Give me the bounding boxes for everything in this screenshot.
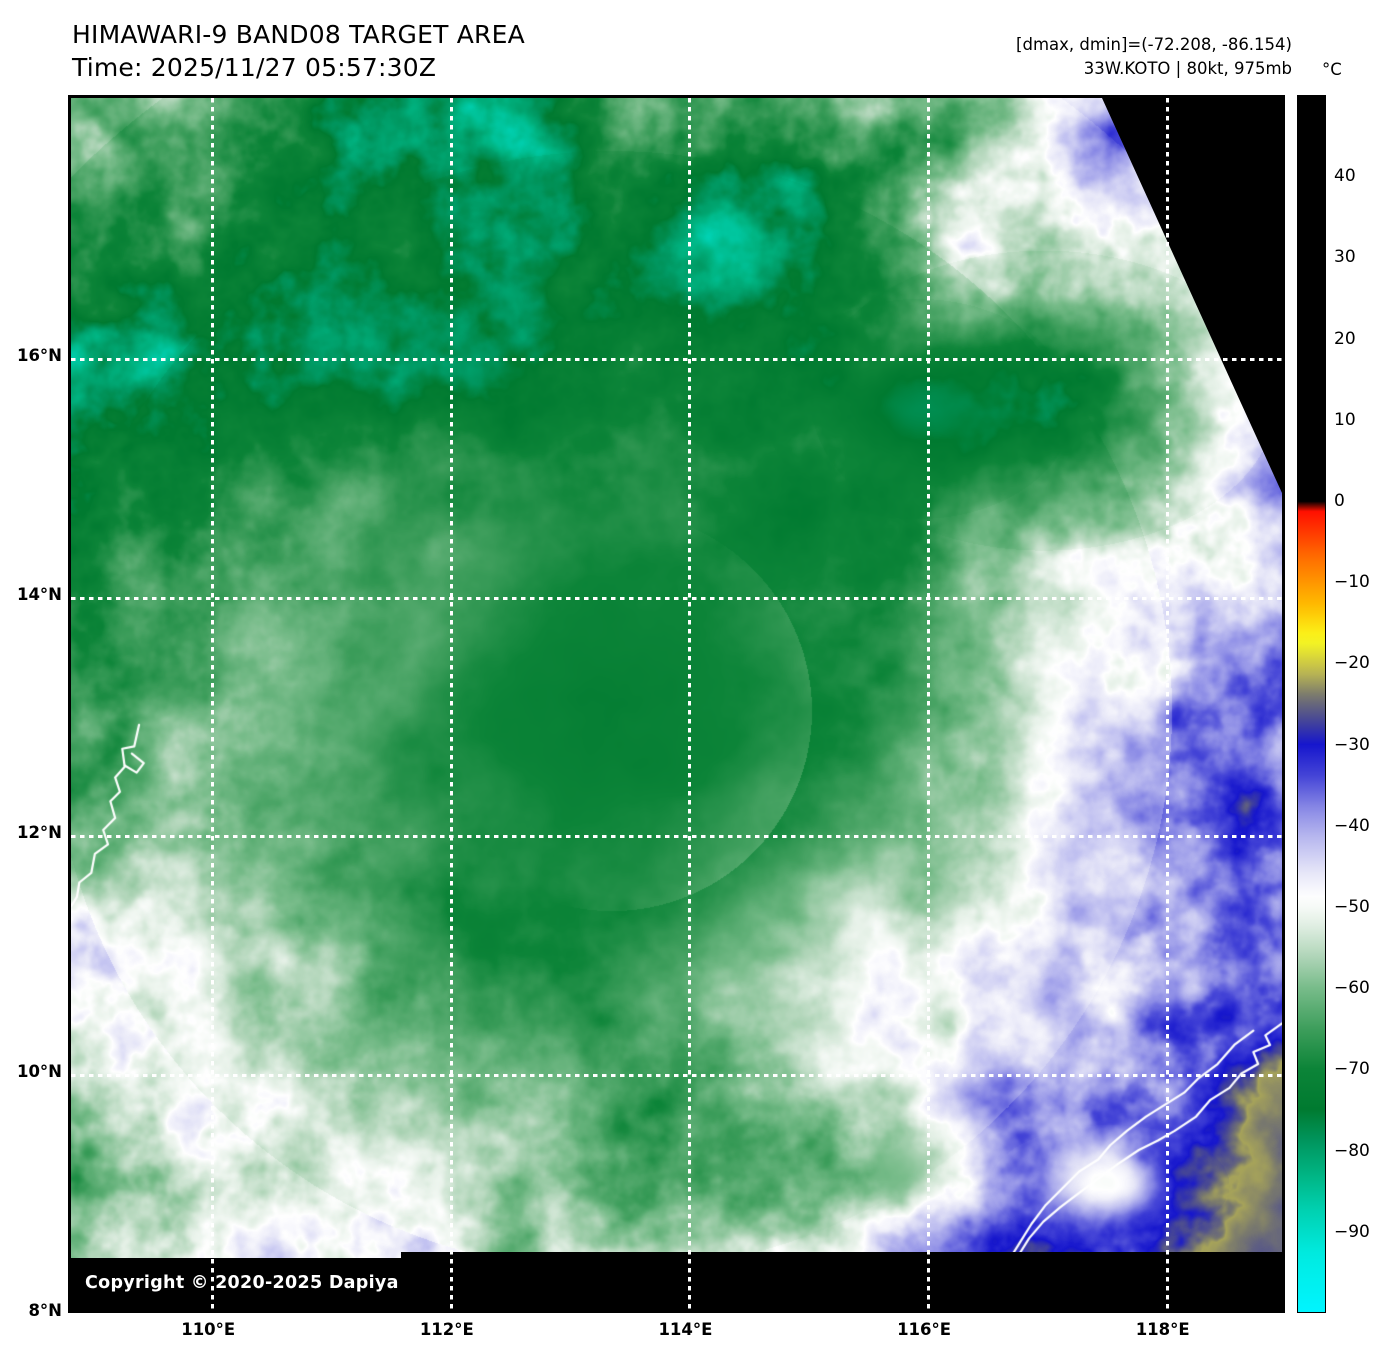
- colorbar-tick--70: −70: [1334, 1059, 1370, 1080]
- colorbar-tick--50: −50: [1334, 897, 1370, 917]
- header-metadata: [dmax, dmin]=(-72.208, -86.154) 33W.KOTO…: [1016, 35, 1292, 78]
- colorbar-tick-10: 10: [1334, 409, 1356, 430]
- xtick-label-112: 112°E: [419, 1320, 474, 1339]
- temperature-colorbar: [1297, 95, 1326, 1313]
- colorbar-tick--30: −30: [1334, 734, 1370, 755]
- colorbar-unit-label: °C: [1322, 60, 1342, 79]
- ytick-label-12: 12°N: [16, 823, 62, 843]
- xtick-label-110: 110°E: [181, 1320, 236, 1339]
- colorbar-tick--60: −60: [1334, 978, 1370, 999]
- ytick-label-10: 10°N: [16, 1062, 62, 1082]
- satellite-image-plot[interactable]: Copyright © 2020-2025 Dapiya: [68, 95, 1285, 1313]
- colorbar-tick-30: 30: [1334, 247, 1356, 268]
- copyright-notice: Copyright © 2020-2025 Dapiya: [85, 1273, 399, 1293]
- ytick-label-16: 16°N: [16, 345, 62, 365]
- ytick-label-8: 8°N: [28, 1301, 62, 1320]
- colorbar-tick--90: −90: [1334, 1221, 1370, 1242]
- colorbar-tick-20: 20: [1334, 328, 1356, 349]
- xtick-label-114: 114°E: [658, 1320, 713, 1339]
- colorbar-tick--40: −40: [1334, 815, 1370, 836]
- page-title: HIMAWARI-9 BAND08 TARGET AREA Time: 2025…: [72, 20, 525, 82]
- colorbar-tick-0: 0: [1334, 491, 1345, 511]
- colorbar-tick--10: −10: [1334, 572, 1370, 593]
- data-void-bottom-band: [71, 1258, 1282, 1310]
- colorbar-tick-40: 40: [1334, 166, 1356, 187]
- ytick-label-14: 14°N: [16, 584, 62, 604]
- colorbar-tick--20: −20: [1334, 653, 1370, 674]
- xtick-label-118: 118°E: [1135, 1320, 1190, 1339]
- xtick-label-116: 116°E: [897, 1320, 952, 1339]
- colorbar-gradient: [1298, 96, 1325, 1312]
- satellite-imagery-canvas: [71, 98, 1282, 1310]
- colorbar-tick--80: −80: [1334, 1140, 1370, 1161]
